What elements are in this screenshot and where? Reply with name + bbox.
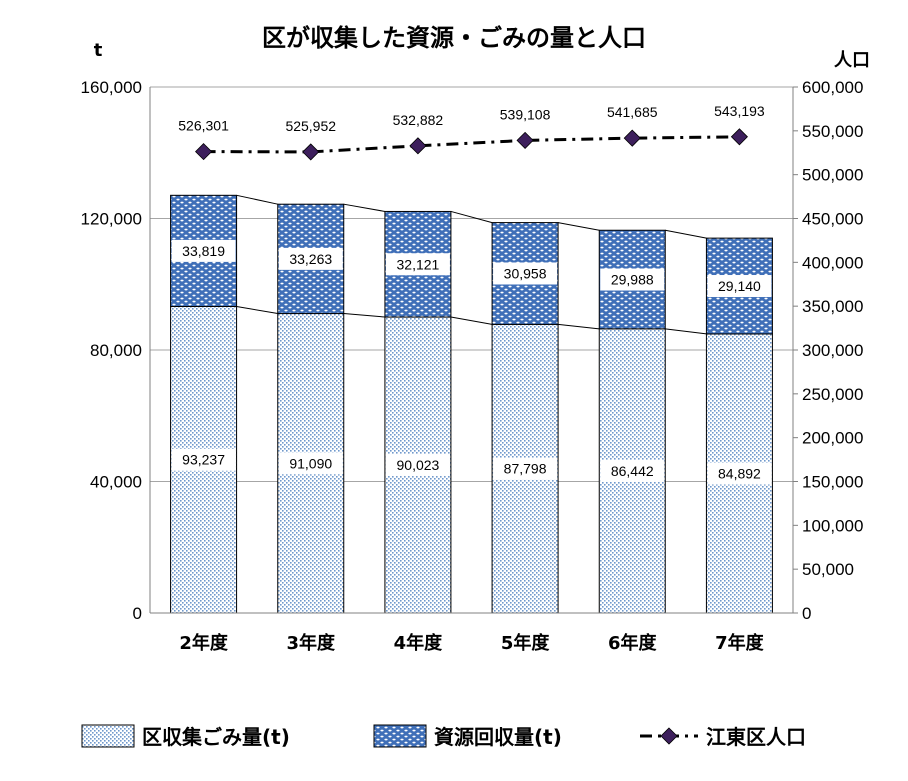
left-tick-label: 40,000 bbox=[90, 473, 142, 492]
right-tick-label: 50,000 bbox=[802, 560, 854, 579]
legend: 区収集ごみ量(t) 資源回収量(t) 江東区人口 bbox=[81, 724, 806, 749]
connector-garbage bbox=[558, 323, 600, 330]
category-label: 7年度 bbox=[715, 632, 765, 654]
right-tick-label: 350,000 bbox=[802, 297, 863, 316]
bars bbox=[170, 194, 773, 614]
data-label-garbage: 91,090 bbox=[289, 455, 332, 471]
data-label-garbage-bg bbox=[385, 454, 450, 477]
data-label-garbage-bg bbox=[600, 459, 665, 482]
right-tick-label: 200,000 bbox=[802, 429, 863, 448]
left-axis-unit: t bbox=[94, 40, 103, 61]
legend-swatch-garbage bbox=[81, 724, 135, 748]
population-marker bbox=[516, 131, 534, 149]
data-labels: 93,237 33,819 526,301 91,090 33,263 525,952 90… bbox=[171, 103, 772, 485]
data-label-garbage: 84,892 bbox=[718, 465, 761, 481]
data-label-garbage: 90,023 bbox=[397, 457, 440, 473]
category-label: 6年度 bbox=[608, 632, 658, 654]
data-label-resource: 33,263 bbox=[289, 251, 332, 267]
connector-total bbox=[665, 229, 707, 239]
right-tick-label: 0 bbox=[802, 604, 811, 623]
data-label-population: 532,882 bbox=[393, 112, 444, 128]
population-marker bbox=[730, 128, 748, 146]
data-label-resource: 33,819 bbox=[182, 243, 225, 259]
legend-label-population: 江東区人口 bbox=[706, 725, 806, 749]
connector-garbage bbox=[450, 316, 493, 325]
left-tick-label: 160,000 bbox=[81, 78, 142, 97]
left-tick-label: 80,000 bbox=[90, 341, 142, 360]
connector-garbage bbox=[236, 305, 278, 315]
data-label-population: 541,685 bbox=[607, 104, 658, 120]
data-label-resource: 29,988 bbox=[611, 272, 654, 288]
data-label-resource: 29,140 bbox=[718, 278, 761, 294]
data-label-resource-bg bbox=[385, 253, 450, 276]
chart-title: 区が収集した資源・ごみの量と人口 bbox=[262, 24, 646, 52]
data-label-resource-bg bbox=[278, 247, 343, 270]
connector-total bbox=[450, 210, 493, 224]
connector-garbage bbox=[343, 313, 385, 318]
data-label-resource-bg bbox=[707, 275, 772, 298]
stack-connector-lines bbox=[236, 194, 707, 335]
data-label-population: 525,952 bbox=[285, 118, 336, 134]
category-label: 5年度 bbox=[501, 632, 551, 654]
right-tick-label: 250,000 bbox=[802, 385, 863, 404]
right-tick-label: 500,000 bbox=[802, 166, 863, 185]
right-tick-label: 400,000 bbox=[802, 253, 863, 272]
data-label-garbage-bg bbox=[707, 462, 772, 485]
left-axis-ticks: 0 40,000 80,000 120,000 160,000 bbox=[81, 78, 142, 623]
left-tick-label: 120,000 bbox=[81, 210, 142, 229]
right-tick-label: 150,000 bbox=[802, 473, 863, 492]
data-label-resource: 30,958 bbox=[504, 265, 547, 281]
right-tick-label: 300,000 bbox=[802, 341, 863, 360]
right-tick-label: 100,000 bbox=[802, 516, 863, 535]
population-marker bbox=[195, 143, 213, 161]
legend-label-garbage: 区収集ごみ量(t) bbox=[142, 725, 290, 749]
connector-total bbox=[557, 222, 600, 231]
data-label-resource: 32,121 bbox=[397, 256, 440, 272]
category-label: 2年度 bbox=[179, 632, 229, 654]
category-label: 4年度 bbox=[394, 632, 444, 654]
population-marker bbox=[302, 143, 320, 161]
legend-item-resource: 資源回収量(t) bbox=[373, 724, 562, 749]
data-label-garbage-bg bbox=[493, 457, 558, 480]
data-label-garbage-bg bbox=[278, 452, 343, 475]
population-marker bbox=[623, 129, 641, 147]
gridlines bbox=[150, 86, 793, 482]
data-label-garbage: 93,237 bbox=[182, 452, 225, 468]
legend-item-population: 江東区人口 bbox=[640, 725, 806, 749]
right-axis-unit: 人口 bbox=[834, 50, 870, 71]
population-marker bbox=[409, 137, 427, 155]
left-tick-label: 0 bbox=[133, 604, 142, 623]
data-label-garbage: 86,442 bbox=[611, 463, 654, 479]
data-label-resource-bg bbox=[171, 239, 236, 262]
data-label-population: 543,193 bbox=[714, 103, 765, 119]
category-label: 3年度 bbox=[286, 632, 336, 654]
category-labels: 2年度 3年度 4年度 5年度 6年度 7年度 bbox=[179, 632, 764, 654]
data-label-garbage: 87,798 bbox=[504, 461, 547, 477]
data-label-resource-bg bbox=[600, 268, 665, 291]
connector-garbage bbox=[665, 328, 707, 335]
legend-marker-population bbox=[660, 727, 678, 745]
data-label-population: 539,108 bbox=[500, 106, 551, 122]
legend-item-garbage: 区収集ごみ量(t) bbox=[81, 724, 290, 749]
connector-total bbox=[236, 194, 278, 205]
right-tick-label: 600,000 bbox=[802, 78, 863, 97]
legend-swatch-resource bbox=[373, 724, 427, 748]
right-axis-ticks: 0 50,000 100,000 150,000 200,000 250,000 300,0… bbox=[793, 78, 863, 623]
population-series-line bbox=[203, 135, 740, 154]
data-label-garbage-bg bbox=[171, 448, 236, 471]
right-tick-label: 550,000 bbox=[802, 122, 863, 141]
data-label-resource-bg bbox=[493, 262, 558, 285]
data-label-population: 526,301 bbox=[178, 118, 229, 134]
population-line bbox=[195, 128, 748, 161]
right-tick-label: 450,000 bbox=[802, 210, 863, 229]
legend-label-resource: 資源回収量(t) bbox=[434, 725, 562, 749]
connector-total bbox=[343, 203, 386, 212]
